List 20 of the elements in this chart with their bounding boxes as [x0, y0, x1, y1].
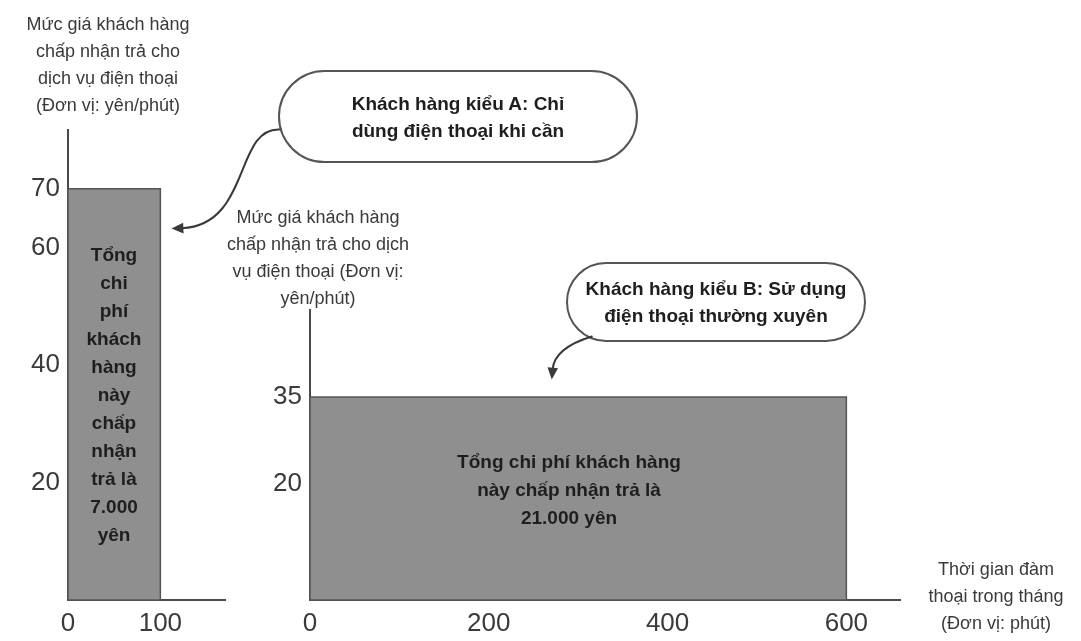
x-tick-label: 0: [60, 606, 76, 637]
y-tick-label: 70: [31, 171, 60, 202]
x-axis-title: Thời gian đàm thoại trong tháng (Đơn vị: phút): [928, 559, 1064, 633]
x-tick-label: 600: [824, 606, 869, 637]
speech-bubble: Khách hàng kiểu A: Chỉ dùng điện thoại khi cần: [278, 70, 638, 163]
x-tick-label: 400: [645, 606, 690, 637]
x-tick-label: 200: [467, 606, 511, 637]
y-tick-label: 60: [31, 230, 60, 261]
y-tick-label: 20: [273, 467, 302, 498]
y-tick-label: 40: [31, 348, 60, 379]
y-tick-label: 35: [273, 380, 302, 411]
annotation: Khách hàng kiểu B: Sử dụng điện thoại thường xuyên: [585, 278, 847, 326]
y-axis-title: Mức giá khách hàng chấp nhận trả cho dịch vụ điện thoại (Đơn vị: yên/phút): [26, 14, 190, 115]
x-tick-label: 100: [138, 606, 183, 637]
y-axis-title: Mức giá khách hàng chấp nhận trả cho dịch vụ điện thoại (Đơn vị: yên/phút): [226, 207, 410, 308]
speech-bubble: Khách hàng kiểu B: Sử dụng điện thoại thường xuyên: [566, 262, 866, 342]
y-tick-label: 20: [31, 465, 60, 496]
annotation: Tổng chi phí khách hàng này chấp nhận trả là 21.000 yên: [457, 451, 681, 528]
text: Tổng chi phí khách hàng này chấp nhận trả là 7.000 yên: [86, 244, 142, 545]
x-tick-label: 0: [302, 606, 318, 637]
